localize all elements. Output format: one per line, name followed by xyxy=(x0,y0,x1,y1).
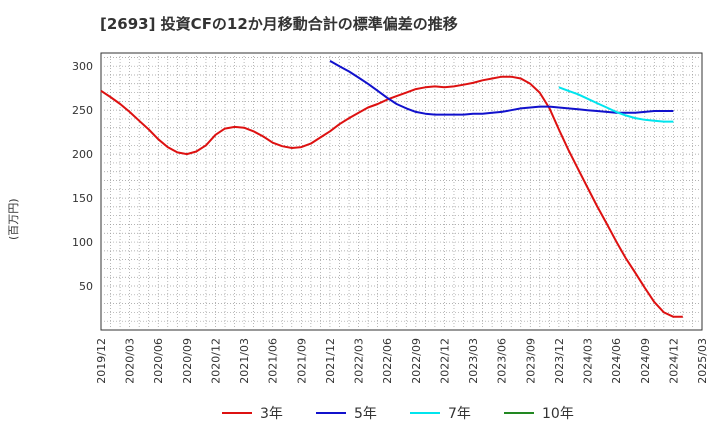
plot-area xyxy=(100,52,703,331)
x-tick-label: 2019/12 xyxy=(95,338,108,384)
x-tick-label: 2021/03 xyxy=(238,338,251,384)
x-tick-label: 2022/03 xyxy=(353,338,366,384)
y-tick-label: 150 xyxy=(72,192,93,205)
x-tick-label: 2022/09 xyxy=(410,338,423,384)
legend-item-10y[interactable]: 10年 xyxy=(504,403,574,423)
y-tick-label: 50 xyxy=(79,280,93,293)
x-tick-label: 2020/09 xyxy=(181,338,194,384)
x-tick-label: 2023/06 xyxy=(496,338,509,384)
x-tick-label: 2020/03 xyxy=(124,338,137,384)
x-tick-label: 2023/09 xyxy=(524,338,537,384)
legend-item-3y[interactable]: 3年 xyxy=(222,403,283,423)
x-tick-label: 2024/09 xyxy=(639,338,652,384)
legend-label-7y: 7年 xyxy=(448,406,471,422)
legend-item-7y[interactable]: 7年 xyxy=(410,403,471,423)
legend-swatch-7y xyxy=(410,412,440,414)
y-tick-label: 300 xyxy=(72,60,93,73)
x-tick-label: 2024/12 xyxy=(667,338,680,384)
legend-label-10y: 10年 xyxy=(542,406,574,422)
y-tick-label: 200 xyxy=(72,148,93,161)
legend: 3年 5年 7年 10年 xyxy=(0,403,720,427)
x-tick-label: 2022/12 xyxy=(438,338,451,384)
y-tick-label: 100 xyxy=(72,236,93,249)
x-tick-label: 2024/03 xyxy=(582,338,595,384)
legend-swatch-3y xyxy=(222,412,252,414)
x-tick-label: 2020/12 xyxy=(209,338,222,384)
x-tick-label: 2021/09 xyxy=(295,338,308,384)
x-tick-label: 2022/06 xyxy=(381,338,394,384)
x-tick-label: 2023/03 xyxy=(467,338,480,384)
x-tick-label: 2020/06 xyxy=(152,338,165,384)
series-line-0 xyxy=(100,75,683,318)
series-line-2 xyxy=(558,86,674,123)
chart-title: [2693] 投資CFの12か月移動合計の標準偏差の推移 xyxy=(100,15,458,33)
x-tick-label: 2023/12 xyxy=(553,338,566,384)
x-tick-label: 2025/03 xyxy=(696,338,709,384)
x-tick-label: 2024/06 xyxy=(610,338,623,384)
legend-swatch-5y xyxy=(316,412,346,414)
legend-label-3y: 3年 xyxy=(260,406,283,422)
legend-item-5y[interactable]: 5年 xyxy=(316,403,377,423)
legend-label-5y: 5年 xyxy=(354,406,377,422)
legend-swatch-10y xyxy=(504,412,534,414)
y-tick-label: 250 xyxy=(72,104,93,117)
x-tick-label: 2021/12 xyxy=(324,338,337,384)
x-tick-label: 2021/06 xyxy=(267,338,280,384)
